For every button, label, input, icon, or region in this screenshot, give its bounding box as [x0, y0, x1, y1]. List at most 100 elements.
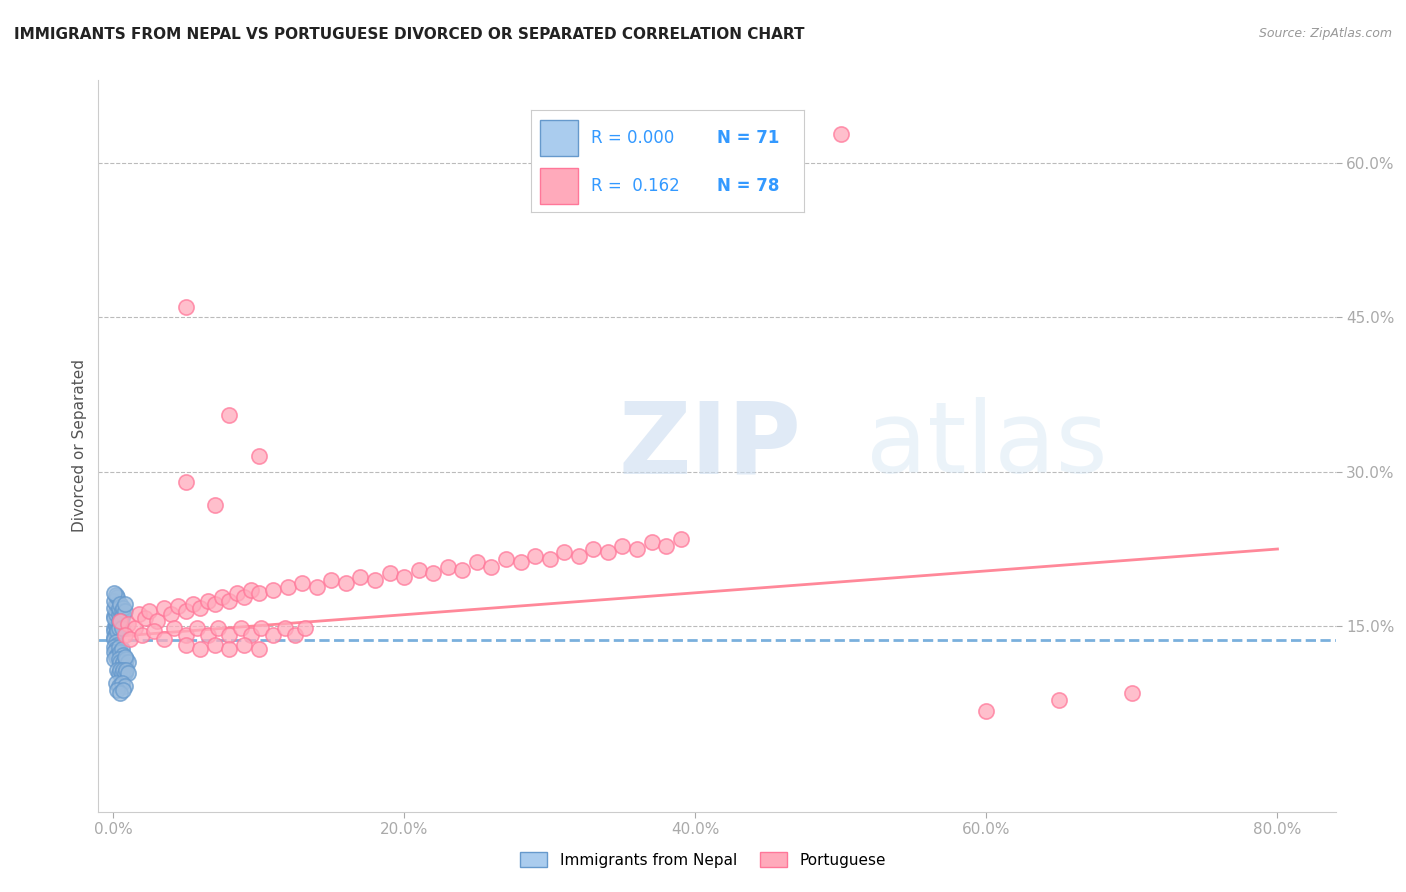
Point — [145, 614, 167, 628]
Text: N = 71: N = 71 — [717, 128, 779, 146]
Point — [112, 600, 135, 615]
Point — [976, 704, 998, 718]
Point — [112, 656, 135, 670]
Point — [104, 597, 127, 611]
Text: Source: ZipAtlas.com: Source: ZipAtlas.com — [1258, 27, 1392, 40]
Point — [294, 621, 316, 635]
Point — [103, 630, 125, 644]
Point — [225, 586, 247, 600]
Point — [274, 621, 297, 635]
Point — [112, 648, 135, 662]
Point — [111, 611, 134, 625]
Point — [186, 621, 208, 635]
Point — [111, 665, 134, 680]
Point — [110, 617, 132, 632]
Point — [110, 614, 132, 628]
Point — [321, 573, 343, 587]
Point — [107, 607, 129, 621]
Point — [117, 656, 139, 670]
Point — [174, 475, 197, 489]
Point — [104, 650, 127, 665]
Point — [107, 621, 129, 635]
Point — [105, 599, 128, 613]
Point — [655, 539, 678, 553]
Point — [120, 632, 142, 646]
Point — [277, 580, 299, 594]
Point — [112, 663, 135, 677]
Point — [114, 679, 136, 693]
Point — [349, 570, 371, 584]
Point — [104, 676, 127, 690]
Point — [110, 597, 132, 611]
Point — [538, 552, 561, 566]
Point — [262, 583, 284, 598]
Point — [103, 640, 125, 654]
Point — [111, 658, 134, 673]
Point — [107, 600, 129, 615]
Point — [105, 614, 128, 628]
Point — [104, 619, 127, 633]
Point — [247, 642, 270, 657]
Point — [110, 614, 132, 628]
Point — [115, 663, 138, 677]
Point — [142, 624, 165, 639]
Point — [509, 556, 531, 570]
Point — [218, 593, 240, 607]
Point — [114, 665, 136, 680]
Point — [107, 614, 129, 628]
Point — [218, 627, 240, 641]
Point — [134, 611, 156, 625]
Point — [105, 683, 128, 698]
Point — [105, 663, 128, 677]
Point — [107, 665, 129, 680]
Point — [335, 576, 357, 591]
Point — [553, 545, 575, 559]
Point — [1047, 693, 1070, 707]
Point — [104, 642, 127, 657]
Point — [103, 621, 125, 635]
Point — [104, 617, 127, 632]
Point — [174, 300, 197, 314]
Point — [436, 559, 458, 574]
Point — [181, 597, 204, 611]
Point — [211, 591, 233, 605]
Text: R = 0.000: R = 0.000 — [592, 128, 675, 146]
Point — [160, 607, 183, 621]
Point — [830, 127, 852, 141]
Text: ZIP: ZIP — [619, 398, 801, 494]
Point — [103, 632, 125, 646]
Point — [174, 604, 197, 618]
Point — [451, 563, 474, 577]
Point — [163, 621, 186, 635]
Point — [640, 534, 662, 549]
Point — [111, 642, 134, 657]
Point — [114, 604, 136, 618]
Point — [110, 604, 132, 618]
Point — [103, 611, 125, 625]
Point — [112, 683, 135, 698]
Point — [103, 600, 125, 615]
Point — [188, 642, 211, 657]
Point — [117, 617, 139, 632]
Point — [197, 627, 219, 641]
Text: N = 78: N = 78 — [717, 177, 779, 194]
Point — [111, 676, 134, 690]
Point — [174, 638, 197, 652]
Point — [207, 621, 229, 635]
Point — [110, 686, 132, 700]
Point — [481, 559, 503, 574]
Point — [291, 576, 314, 591]
Point — [110, 656, 132, 670]
Point — [103, 652, 125, 666]
Point — [114, 658, 136, 673]
Point — [378, 566, 401, 580]
Point — [247, 450, 270, 464]
Point — [247, 586, 270, 600]
Point — [596, 545, 619, 559]
Point — [233, 591, 256, 605]
Point — [153, 600, 176, 615]
Point — [188, 600, 211, 615]
Point — [117, 665, 139, 680]
Point — [114, 627, 136, 641]
Point — [104, 588, 127, 602]
